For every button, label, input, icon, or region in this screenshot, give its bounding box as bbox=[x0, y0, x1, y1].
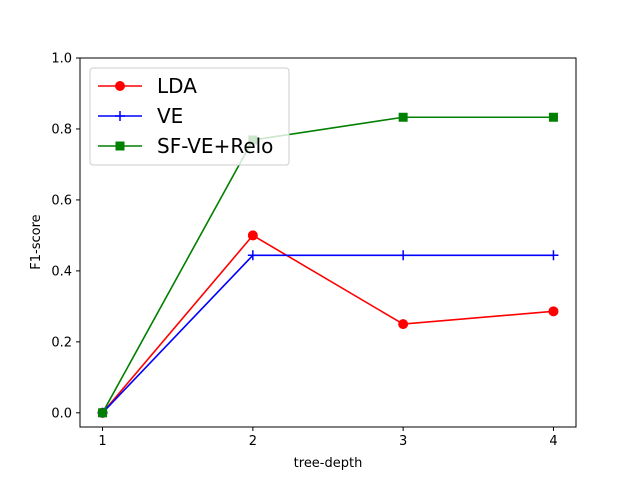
data-point-lda bbox=[247, 230, 258, 241]
x-axis: 1 2 3 4 bbox=[98, 427, 558, 449]
data-point-ve bbox=[548, 250, 559, 261]
y-axis-label: F1-score bbox=[29, 214, 44, 269]
x-tick-label: 2 bbox=[249, 434, 257, 449]
data-point-sf-ve-relo bbox=[98, 408, 108, 418]
x-tick-label: 4 bbox=[549, 434, 557, 449]
legend: LDA VE SF-VE+Relo bbox=[89, 67, 290, 166]
y-axis: 0.0 0.2 0.4 0.6 0.8 1.0 bbox=[51, 52, 80, 421]
data-point-lda bbox=[548, 306, 559, 317]
legend-marker-ve bbox=[115, 111, 125, 121]
data-point-sf-ve-relo bbox=[398, 112, 408, 122]
series-line-lda bbox=[101, 234, 554, 414]
legend-label-ve: VE bbox=[157, 104, 183, 128]
x-tick-label: 1 bbox=[98, 434, 106, 449]
legend-marker-lda bbox=[115, 81, 125, 91]
plot-frame bbox=[79, 57, 577, 428]
x-tick-label: 3 bbox=[399, 434, 407, 449]
data-point-lda bbox=[398, 319, 409, 330]
data-point-ve bbox=[398, 250, 409, 261]
legend-box bbox=[89, 67, 290, 166]
series-line-ve bbox=[101, 254, 554, 414]
legend-marker-sf-ve-relo bbox=[115, 141, 125, 151]
y-tick-label: 0.6 bbox=[51, 193, 72, 208]
y-tick-label: 0.4 bbox=[51, 264, 72, 279]
data-point-ve bbox=[247, 250, 258, 261]
y-tick-label: 0.2 bbox=[51, 335, 72, 350]
legend-label-sf-ve-relo: SF-VE+Relo bbox=[157, 134, 273, 158]
series-line-sf-ve-relo bbox=[101, 116, 554, 414]
series-layer bbox=[97, 112, 559, 418]
y-tick-label: 0.0 bbox=[51, 406, 72, 421]
legend-label-lda: LDA bbox=[157, 74, 197, 98]
y-tick-label: 1.0 bbox=[51, 52, 72, 67]
x-axis-label: tree-depth bbox=[294, 456, 363, 471]
data-point-sf-ve-relo bbox=[548, 112, 558, 122]
y-tick-label: 0.8 bbox=[51, 122, 72, 137]
